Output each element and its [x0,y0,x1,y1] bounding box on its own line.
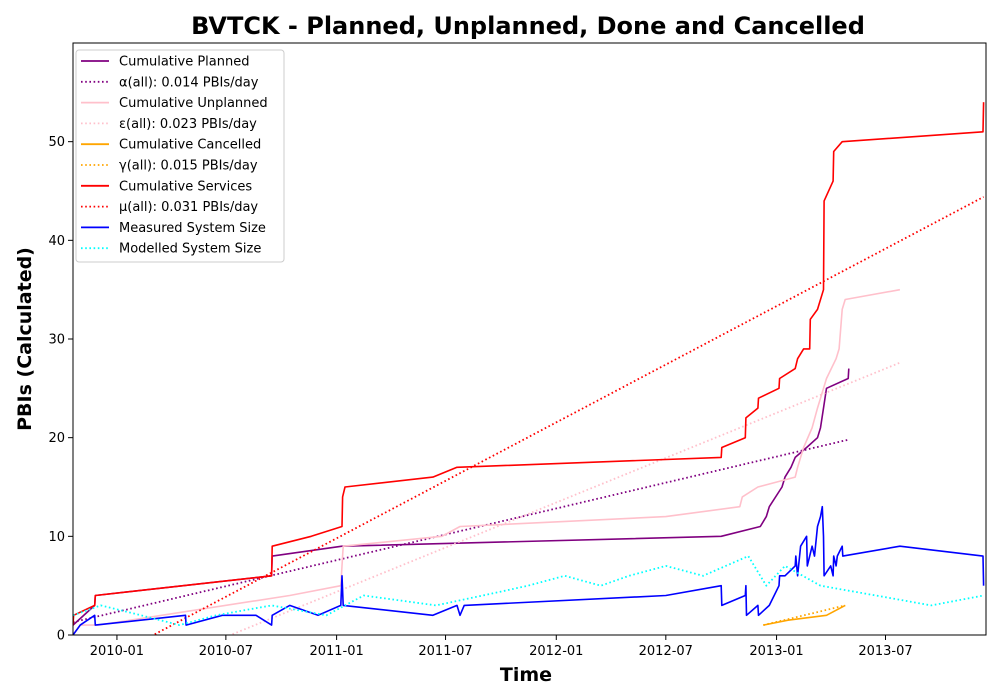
legend-label: μ(all): 0.031 PBIs/day [119,200,258,215]
x-axis: 2010-01 2010-07 2011-01 2011-07 2012-01 2012-… [90,635,913,659]
x-tick-label: 2011-01 [309,644,363,659]
x-axis-title: Time [500,664,552,686]
series-line-9 [73,555,984,626]
x-tick-label: 2012-07 [639,644,693,659]
series-line-8 [73,505,985,635]
series-line-1 [73,438,850,624]
y-axis: 0 10 20 30 40 50 [48,135,73,644]
x-tick-label: 2010-07 [199,644,253,659]
series-line-2 [73,288,901,635]
legend-label: Cumulative Cancelled [119,138,261,153]
y-tick-label: 30 [48,333,65,348]
legend-label: α(all): 0.014 PBIs/day [119,75,259,90]
series-layer [73,102,985,635]
legend-label: Measured System Size [119,221,266,236]
series-line-4 [763,604,846,626]
y-tick-label: 50 [48,135,65,150]
legend-label: γ(all): 0.015 PBIs/day [119,159,258,174]
x-tick-label: 2011-07 [418,644,472,659]
legend-box [75,49,285,263]
x-tick-label: 2013-01 [749,644,803,659]
legend-label: ε(all): 0.023 PBIs/day [119,117,257,132]
y-tick-label: 0 [57,629,65,644]
x-tick-label: 2013-07 [858,644,912,659]
y-axis-title: PBIs (Calculated) [14,247,36,431]
legend-label: Cumulative Services [119,179,252,194]
series-line-3 [228,361,901,635]
legend-label: Modelled System Size [119,242,261,257]
x-tick-label: 2010-01 [90,644,144,659]
series-line-7 [151,196,985,635]
x-tick-label: 2012-01 [529,644,583,659]
chart-title: BVTCK - Planned, Unplanned, Done and Can… [191,12,865,40]
series-line-6 [73,102,985,626]
legend-label: Cumulative Unplanned [119,96,268,111]
legend: Cumulative Planned α(all): 0.014 PBIs/day… [75,49,285,263]
y-tick-label: 40 [48,234,65,249]
legend-label: Cumulative Planned [119,55,249,70]
series-line-5 [763,604,846,626]
series-line-0 [73,368,850,626]
y-tick-label: 20 [48,431,65,446]
y-tick-label: 10 [48,530,65,545]
